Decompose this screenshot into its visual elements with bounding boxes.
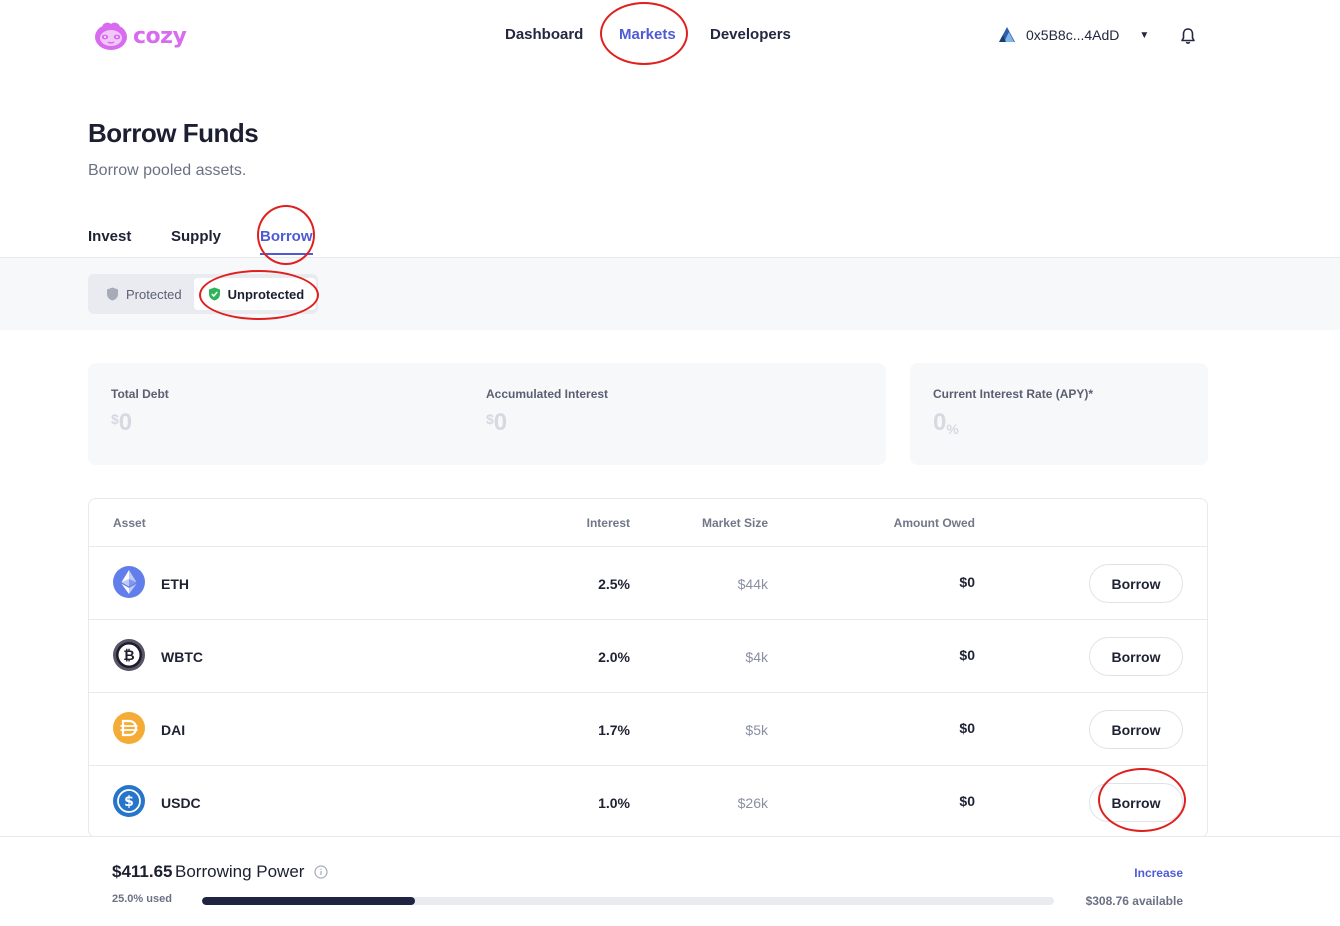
borrow-usdc-button[interactable]: Borrow	[1089, 783, 1183, 822]
main-nav: Dashboard Markets Developers	[0, 26, 1340, 46]
logo-text: cozy	[133, 23, 187, 49]
nav-markets[interactable]: Markets	[619, 26, 676, 43]
svg-text:$: $	[124, 794, 134, 810]
svg-text:₿: ₿	[123, 648, 134, 664]
tab-invest[interactable]: Invest	[88, 228, 132, 245]
wallet-network-icon	[999, 27, 1015, 42]
tab-supply[interactable]: Supply	[171, 228, 222, 245]
shield-check-green-icon	[208, 287, 220, 301]
table-row: $ USDC 1.0% $26k $0 Borrow	[89, 766, 1207, 837]
interest-value: 1.7%	[598, 722, 630, 738]
eth-coin-icon	[113, 566, 145, 598]
page-subtitle: Borrow pooled assets.	[88, 162, 247, 179]
asset-name: DAI	[161, 722, 186, 738]
nav-developers[interactable]: Developers	[710, 26, 791, 43]
amount-owed-value: $0	[959, 793, 975, 809]
total-debt-value: $0	[111, 409, 133, 436]
header-amount-owed: Amount Owed	[893, 516, 975, 530]
accumulated-interest-value: $0	[486, 409, 508, 436]
chevron-down-icon: ▼	[1139, 29, 1150, 41]
nav-dashboard[interactable]: Dashboard	[505, 26, 584, 43]
info-icon[interactable]	[314, 865, 328, 879]
market-size-value: $26k	[737, 795, 768, 811]
top-header: cozy Dashboard Markets Developers 0x5B8c…	[0, 0, 1340, 72]
header-asset: Asset	[113, 516, 146, 530]
toggle-protected[interactable]: Protected	[92, 278, 194, 310]
wbtc-coin-icon: ₿	[113, 639, 145, 671]
interest-value: 1.0%	[598, 795, 630, 811]
borrowing-power-label: Borrowing Power	[175, 862, 305, 881]
wallet-address: 0x5B8c...4AdD	[1026, 27, 1120, 43]
debt-stats-card: Total Debt $0 Accumulated Interest $0	[88, 363, 886, 465]
tab-borrow[interactable]: Borrow	[260, 228, 313, 255]
toggle-unprotected-label: Unprotected	[227, 286, 305, 302]
toggle-protected-label: Protected	[126, 286, 182, 302]
asset-name: WBTC	[161, 649, 203, 665]
amount-owed-value: $0	[959, 574, 975, 590]
tabs-divider	[0, 257, 1340, 258]
table-row: ETH 2.5% $44k $0 Borrow	[89, 547, 1207, 620]
increase-link[interactable]: Increase	[1134, 866, 1183, 880]
borrow-dai-button[interactable]: Borrow	[1089, 710, 1183, 749]
borrowing-power-amount: $411.65	[112, 862, 173, 881]
current-rate-value: 0%	[933, 409, 959, 437]
header-interest: Interest	[586, 516, 630, 530]
cozy-logo[interactable]: cozy	[93, 20, 187, 52]
accumulated-interest-label: Accumulated Interest	[486, 387, 609, 401]
amount-owed-value: $0	[959, 720, 975, 736]
market-size-value: $5k	[745, 722, 768, 738]
borrow-eth-button[interactable]: Borrow	[1089, 564, 1183, 603]
available-label: $308.76 available	[1085, 894, 1183, 908]
market-size-value: $4k	[745, 649, 768, 665]
table-row: DAI 1.7% $5k $0 Borrow	[89, 693, 1207, 766]
sloth-logo-icon	[95, 22, 127, 50]
borrowing-power-bar	[202, 897, 1054, 905]
toggle-unprotected[interactable]: Unprotected	[193, 278, 317, 310]
asset-name: ETH	[161, 576, 189, 592]
borrowing-power-footer	[0, 836, 1340, 926]
usdc-coin-icon: $	[113, 785, 145, 817]
rate-stats-card: Current Interest Rate (APY)* 0%	[910, 363, 1208, 465]
shield-gray-icon	[107, 287, 118, 301]
table-row: ₿ WBTC 2.0% $4k $0 Borrow	[89, 620, 1207, 693]
interest-value: 2.5%	[598, 576, 630, 592]
borrow-wbtc-button[interactable]: Borrow	[1089, 637, 1183, 676]
wallet-selector[interactable]: 0x5B8c...4AdD ▼	[996, 24, 1149, 46]
used-label: 25.0% used	[112, 893, 172, 905]
page-title: Borrow Funds	[88, 118, 259, 148]
current-rate-label: Current Interest Rate (APY)*	[933, 387, 1094, 401]
protection-toggle: Protected Unprotected	[88, 274, 318, 314]
borrow-markets-table: Asset Interest Market Size Amount Owed E…	[88, 498, 1208, 838]
market-size-value: $44k	[737, 576, 768, 592]
market-tabs: Invest Supply Borrow	[88, 228, 488, 258]
interest-value: 2.0%	[598, 649, 630, 665]
header-market-size: Market Size	[701, 516, 768, 530]
amount-owed-value: $0	[959, 647, 975, 663]
bell-icon[interactable]	[1178, 26, 1198, 46]
total-debt-label: Total Debt	[111, 387, 169, 401]
dai-coin-icon	[113, 712, 145, 744]
asset-name: USDC	[161, 795, 201, 811]
table-header: Asset Interest Market Size Amount Owed	[89, 499, 1207, 547]
borrowing-power-fill	[202, 897, 415, 905]
